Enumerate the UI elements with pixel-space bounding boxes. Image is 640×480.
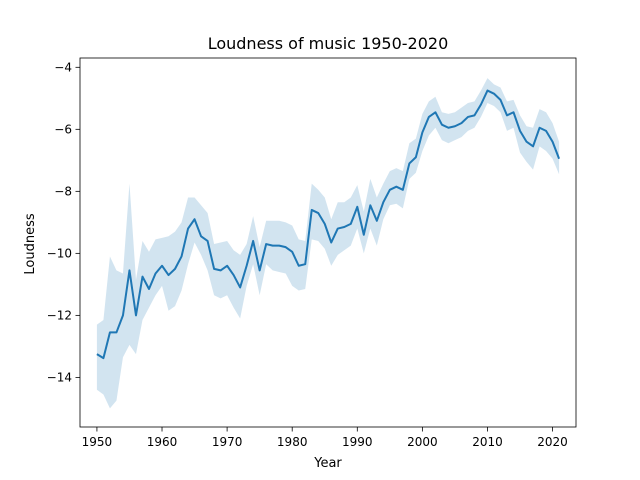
x-tick-label: 1980 — [277, 435, 308, 449]
axes-frame — [79, 57, 577, 428]
confidence-band — [96, 78, 560, 409]
x-tick-label: 2020 — [537, 435, 568, 449]
x-tick-label: 2010 — [472, 435, 503, 449]
y-tick-label: −8 — [54, 184, 72, 198]
axes: 1950 1960 1970 1980 1990 2000 2010 2020 −14 −12 −1… — [47, 57, 577, 449]
x-tick-label: 1970 — [212, 435, 243, 449]
y-axis-label: Loudness — [23, 213, 38, 274]
plot-area — [96, 78, 561, 409]
x-tick-label: 1950 — [82, 435, 113, 449]
y-tick-label: −4 — [54, 60, 72, 74]
x-tick-label: 1990 — [342, 435, 373, 449]
x-tick-label: 1960 — [147, 435, 178, 449]
y-tick-label: −12 — [47, 308, 72, 322]
series-line — [96, 89, 561, 360]
y-tick-label: −6 — [54, 122, 72, 136]
x-tick-label: 2000 — [407, 435, 438, 449]
y-tick-label: −10 — [47, 246, 72, 260]
chart-title: Loudness of music 1950-2020 — [208, 34, 449, 53]
x-axis-label: Year — [313, 456, 342, 471]
y-tick-label: −14 — [47, 370, 72, 384]
